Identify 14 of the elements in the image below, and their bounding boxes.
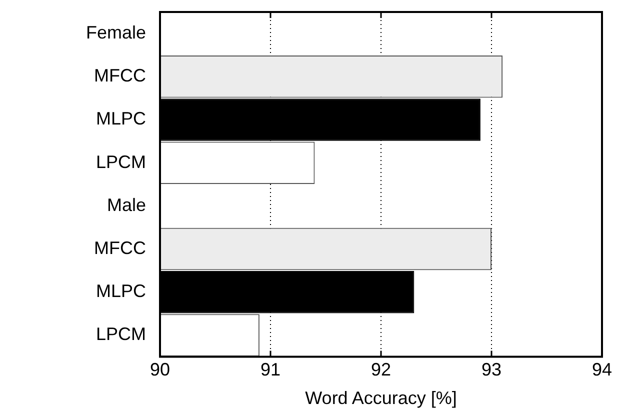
y-tick-label: LPCM <box>96 152 146 172</box>
y-tick-label: MFCC <box>94 66 146 86</box>
y-tick-label: MLPC <box>96 108 146 129</box>
x-tick-label: 90 <box>150 360 170 380</box>
x-tick-label: 91 <box>260 360 281 380</box>
x-tick-label: 92 <box>370 360 392 380</box>
y-tick-label: MLPC <box>96 281 146 302</box>
y-tick-label: Male <box>106 194 146 215</box>
y-tick-label: LPCM <box>96 324 146 344</box>
x-tick-label: 93 <box>481 360 502 380</box>
y-tick-label: Female <box>86 22 146 43</box>
x-tick-label: 94 <box>592 360 612 380</box>
y-tick-label: MFCC <box>94 238 146 258</box>
x-axis-title: Word Accuracy [%] <box>305 388 457 408</box>
